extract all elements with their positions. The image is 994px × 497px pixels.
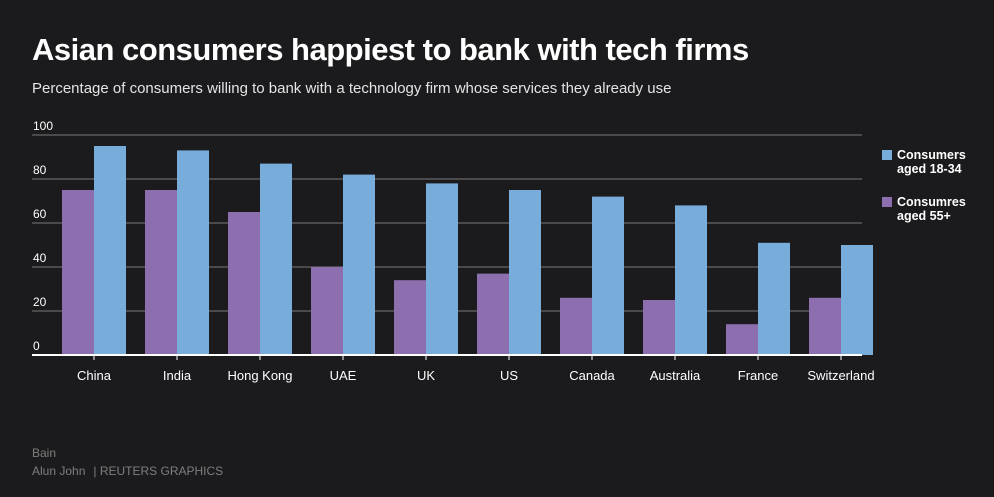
chart-title: Asian consumers happiest to bank with te…	[32, 32, 749, 67]
bar-india-aged-18-34	[177, 150, 209, 355]
x-tick-label-us: US	[500, 368, 518, 383]
y-tick-label-20: 20	[33, 295, 47, 309]
bar-canada-aged-55	[560, 297, 592, 355]
x-tick-label-hong-kong: Hong Kong	[227, 368, 292, 383]
credit-org: | REUTERS GRAPHICS	[93, 464, 224, 478]
bar-china-aged-18-34	[94, 146, 126, 355]
bar-france-aged-18-34	[758, 242, 790, 355]
legend-swatch-young	[882, 150, 892, 160]
x-tick-label-canada: Canada	[569, 368, 615, 383]
bar-us-aged-55	[477, 273, 509, 355]
y-tick-label-80: 80	[33, 163, 47, 177]
bar-australia-aged-18-34	[675, 205, 707, 355]
x-tick-label-uae: UAE	[330, 368, 357, 383]
bar-china-aged-55	[62, 190, 94, 355]
y-tick-label-60: 60	[33, 207, 47, 221]
x-tick-label-australia: Australia	[650, 368, 701, 383]
bar-france-aged-55	[726, 324, 758, 355]
bar-uk-aged-18-34	[426, 183, 458, 355]
legend-label-old: Consumres aged 55+	[897, 195, 966, 223]
bar-canada-aged-18-34	[592, 196, 624, 355]
bar-hong-kong-aged-18-34	[260, 163, 292, 355]
y-tick-label-0: 0	[33, 339, 40, 353]
legend-label-young: Consumers aged 18-34	[897, 148, 966, 176]
bar-uk-aged-55	[394, 280, 426, 355]
chart-subtitle: Percentage of consumers willing to bank …	[32, 80, 672, 97]
x-tick-label-india: India	[163, 368, 192, 383]
x-tick-label-china: China	[77, 368, 112, 383]
credit-line: Alun John | REUTERS GRAPHICS	[32, 464, 223, 478]
y-tick-label-40: 40	[33, 251, 47, 265]
legend: Consumers aged 18-34 Consumres aged 55+	[882, 148, 969, 242]
x-tick-label-uk: UK	[417, 368, 435, 383]
bar-switzerland-aged-55	[809, 297, 841, 355]
x-tick-label-france: France	[738, 368, 778, 383]
bar-hong-kong-aged-55	[228, 212, 260, 355]
legend-item-young: Consumers aged 18-34	[882, 148, 969, 176]
bar-india-aged-55	[145, 190, 177, 355]
bar-uae-aged-18-34	[343, 174, 375, 355]
bar-australia-aged-55	[643, 300, 675, 355]
bar-uae-aged-55	[311, 267, 343, 355]
x-tick-label-switzerland: Switzerland	[807, 368, 874, 383]
credit-author: Alun John	[32, 464, 86, 478]
legend-item-old: Consumres aged 55+	[882, 195, 969, 223]
legend-swatch-old	[882, 197, 892, 207]
y-tick-label-100: 100	[33, 119, 53, 133]
bar-switzerland-aged-18-34	[841, 245, 873, 355]
bar-us-aged-18-34	[509, 190, 541, 355]
source-note: Bain	[32, 446, 57, 460]
